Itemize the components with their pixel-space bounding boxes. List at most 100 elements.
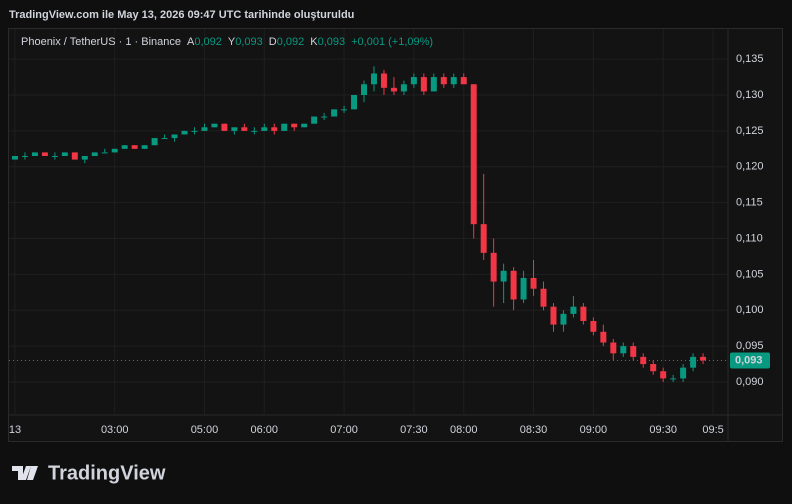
legend-item: A	[187, 36, 195, 48]
candle-body	[670, 378, 677, 380]
candle-body	[400, 84, 407, 92]
y-tick-label: 0,120	[736, 161, 764, 173]
candle-body	[490, 252, 497, 282]
candle-body	[370, 73, 377, 85]
candle-body	[520, 277, 527, 300]
candle-body	[470, 84, 477, 225]
candle-body	[690, 356, 697, 368]
candle-body	[221, 123, 228, 131]
candle-body	[171, 134, 178, 139]
x-tick-label: 07:30	[400, 424, 428, 436]
candle-body	[121, 145, 128, 149]
candle-body	[151, 138, 158, 146]
candle-body	[41, 152, 48, 156]
candle-body	[31, 152, 38, 156]
candle-body	[460, 77, 467, 85]
candle-body	[480, 224, 487, 253]
candle-body	[331, 109, 338, 117]
candle-body	[271, 127, 278, 131]
candle-body	[321, 116, 328, 118]
candle-body	[201, 127, 208, 131]
legend-item: K	[310, 36, 318, 48]
x-tick-label: 08:00	[450, 424, 478, 436]
candle-body	[510, 270, 517, 300]
x-tick-label: 06:00	[251, 424, 279, 436]
legend-item: Phoenix / TetherUS · 1 · Binance	[21, 36, 181, 48]
candle-body	[341, 109, 348, 111]
legend-item: 0,093	[318, 36, 346, 48]
candle-body	[131, 145, 138, 149]
candle-body	[650, 364, 657, 372]
candle-body	[660, 371, 667, 379]
candle-body	[101, 152, 108, 154]
candle-body	[390, 87, 397, 92]
y-tick-label: 0,130	[736, 89, 764, 101]
candle-body	[311, 116, 318, 124]
x-tick-label: 09:30	[649, 424, 677, 436]
candle-body	[301, 123, 308, 128]
candle-body	[410, 77, 417, 85]
grid	[9, 29, 728, 415]
candle-body	[231, 127, 238, 131]
candle-body	[440, 77, 447, 85]
candle-body	[600, 331, 607, 343]
candle-body	[380, 73, 387, 88]
candle-body	[361, 84, 368, 96]
candle-body	[560, 313, 567, 325]
x-tick-label: 07:00	[330, 424, 358, 436]
candle-body	[111, 148, 118, 153]
last-price-box	[730, 352, 770, 369]
x-tick-label: 05:00	[191, 424, 219, 436]
candle-body	[680, 367, 687, 379]
candle-body	[590, 321, 597, 332]
y-tick-label: 0,090	[736, 376, 764, 388]
candle-body	[430, 77, 437, 92]
candle-body	[640, 356, 647, 365]
y-tick-label: 0,125	[736, 125, 764, 137]
y-tick-label: 0,115	[736, 197, 763, 209]
candle-body	[81, 155, 88, 160]
legend-item: 0,092	[277, 36, 305, 48]
candle-body	[211, 123, 218, 128]
plot	[9, 66, 728, 382]
candle-body	[570, 306, 577, 314]
candle-body	[500, 270, 507, 282]
y-tick-label: 0,110	[736, 232, 763, 244]
header-text: TradingView.com ile May 13, 2026 09:47 U…	[9, 9, 354, 21]
candle-body	[530, 277, 537, 289]
candle-body	[540, 288, 547, 307]
x-tick-label: 08:30	[520, 424, 548, 436]
candle-body	[610, 342, 617, 354]
y-tick-label: 0,105	[736, 268, 764, 280]
logo: TradingView	[12, 462, 166, 484]
y-tick-label: 0,135	[736, 53, 764, 65]
axis: 0,090 0,095 0,100 0,105 0,110 0,115 0,120 0,125…	[9, 53, 770, 436]
candle-body	[11, 155, 18, 160]
candle-body	[291, 123, 298, 128]
legend-item: 0,092	[194, 36, 222, 48]
brand: TradingView	[48, 462, 166, 484]
legend-item: +0,001 (+1,09%)	[351, 36, 433, 48]
candle-body	[351, 95, 358, 110]
candle-body	[700, 356, 707, 361]
legend-item: 0,093	[235, 36, 263, 48]
candle-body	[21, 155, 28, 157]
candle-body	[141, 145, 148, 149]
candle-body	[161, 138, 168, 140]
legend-item: Y	[228, 36, 236, 48]
x-tick-label: 09:00	[580, 424, 608, 436]
candle-body	[630, 346, 637, 357]
x-tick-label: 09:5	[702, 424, 723, 436]
candle-body	[620, 346, 627, 354]
logo-icon	[12, 466, 38, 480]
legend-item: D	[269, 36, 277, 48]
candle-body	[71, 152, 78, 160]
y-tick-label: 0,095	[736, 340, 764, 352]
candle-body	[251, 130, 258, 132]
candle-body	[241, 127, 248, 131]
candle-body	[261, 127, 268, 131]
candle-body	[181, 130, 188, 135]
y-tick-label: 0,100	[736, 304, 764, 316]
candle-body	[450, 77, 457, 85]
